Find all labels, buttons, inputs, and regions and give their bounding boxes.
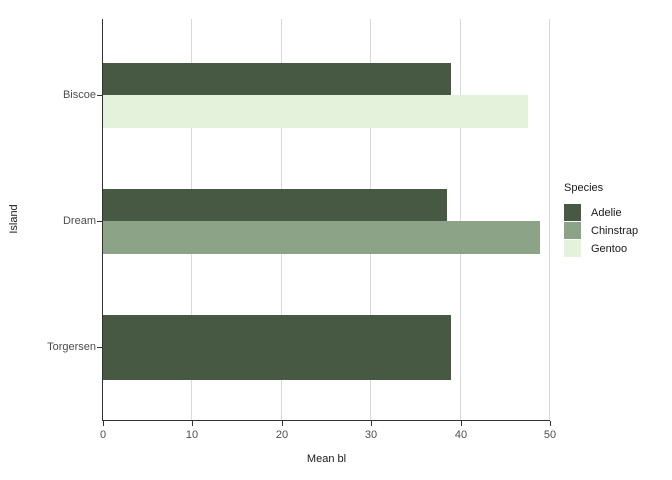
legend-swatch-chinstrap (564, 222, 581, 239)
plot-panel (102, 19, 550, 421)
legend-items: Adelie Chinstrap Gentoo (564, 204, 668, 257)
legend: Species Adelie Chinstrap Gentoo (564, 182, 668, 258)
x-tick-40 (461, 421, 462, 426)
x-axis-title: Mean bl (306, 453, 347, 465)
x-tick-50 (550, 421, 551, 426)
x-tick-label-0: 0 (99, 429, 107, 441)
x-tick-label-20: 20 (275, 429, 289, 441)
legend-title: Species (564, 182, 604, 194)
x-tick-20 (282, 421, 283, 426)
legend-label-chinstrap: Chinstrap (591, 224, 639, 237)
x-tick-label-50: 50 (543, 429, 557, 441)
bar-biscoe-gentoo (103, 95, 528, 128)
legend-swatch-adelie (564, 204, 581, 221)
gridline-x-40 (460, 19, 461, 420)
bar-torgersen-adelie (103, 315, 451, 380)
x-tick-label-10: 10 (185, 429, 199, 441)
bar-dream-chinstrap (103, 221, 540, 254)
legend-item-chinstrap: Chinstrap (564, 222, 668, 239)
y-tick-label-torgersen: Torgersen (47, 341, 96, 353)
legend-label-adelie: Adelie (591, 206, 622, 219)
y-tick-label-dream: Dream (62, 215, 96, 227)
legend-item-gentoo: Gentoo (564, 240, 668, 257)
x-tick-label-30: 30 (364, 429, 378, 441)
x-tick-30 (371, 421, 372, 426)
y-tick-dream (97, 221, 102, 222)
legend-label-gentoo: Gentoo (591, 242, 628, 255)
x-tick-10 (192, 421, 193, 426)
bar-dream-adelie (103, 189, 447, 222)
bar-biscoe-adelie (103, 63, 451, 96)
legend-swatch-gentoo (564, 240, 581, 257)
x-tick-0 (103, 421, 104, 426)
y-tick-biscoe (97, 95, 102, 96)
y-tick-label-biscoe: Biscoe (62, 89, 96, 101)
legend-item-adelie: Adelie (564, 204, 668, 221)
gridline-x-50 (549, 19, 550, 420)
y-tick-torgersen (97, 347, 102, 348)
y-axis-title: Island (8, 204, 20, 234)
x-tick-label-40: 40 (454, 429, 468, 441)
